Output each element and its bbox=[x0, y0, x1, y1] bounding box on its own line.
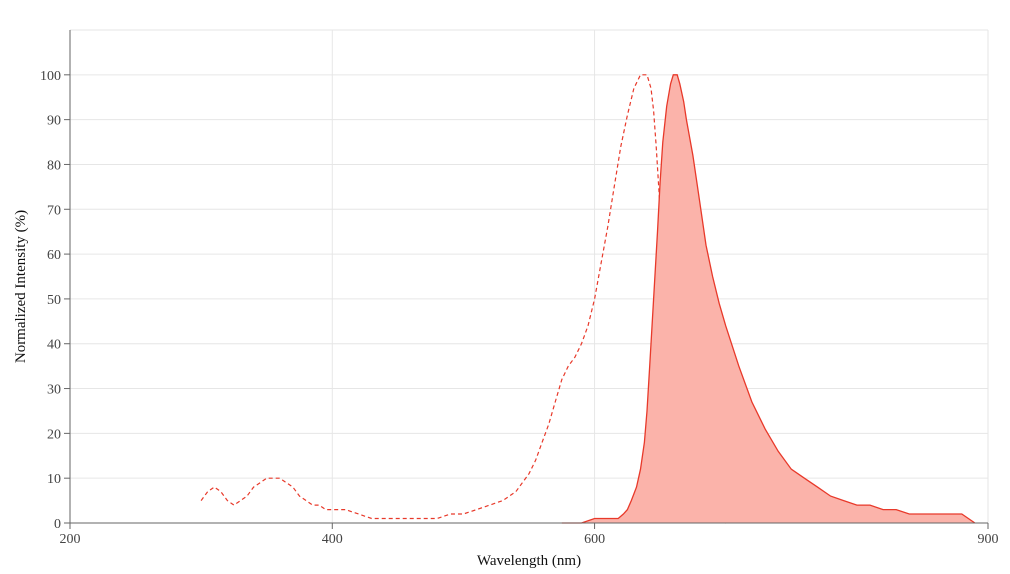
series-layer bbox=[200, 74, 976, 524]
y-tick-label: 0 bbox=[54, 517, 61, 532]
y-tick-label: 90 bbox=[47, 114, 61, 129]
y-tick-label: 20 bbox=[47, 427, 61, 442]
y-tick-label: 30 bbox=[47, 383, 61, 398]
emission-line bbox=[561, 74, 976, 524]
x-tick-label: 600 bbox=[584, 532, 605, 547]
grid-lines bbox=[69, 29, 989, 524]
axes bbox=[69, 30, 988, 524]
x-tick-label: 400 bbox=[322, 532, 343, 547]
x-tick-label: 900 bbox=[978, 532, 999, 547]
y-axis-ticks: 0 10 20 30 40 50 60 70 80 90 100 bbox=[40, 69, 70, 532]
x-axis-ticks: 200 400 600 900 bbox=[60, 523, 999, 547]
y-axis-title: Normalized Intensity (%) bbox=[13, 210, 29, 363]
y-tick-label: 50 bbox=[47, 293, 61, 308]
emission-area-fill bbox=[561, 74, 975, 524]
x-axis-title: Wavelength (nm) bbox=[477, 553, 581, 569]
y-tick-label: 100 bbox=[40, 69, 61, 84]
y-tick-label: 80 bbox=[47, 158, 61, 173]
y-tick-label: 10 bbox=[47, 472, 61, 487]
y-tick-label: 60 bbox=[47, 248, 61, 263]
x-tick-label: 200 bbox=[60, 532, 81, 547]
y-tick-label: 40 bbox=[47, 338, 61, 353]
y-tick-label: 70 bbox=[47, 203, 61, 218]
